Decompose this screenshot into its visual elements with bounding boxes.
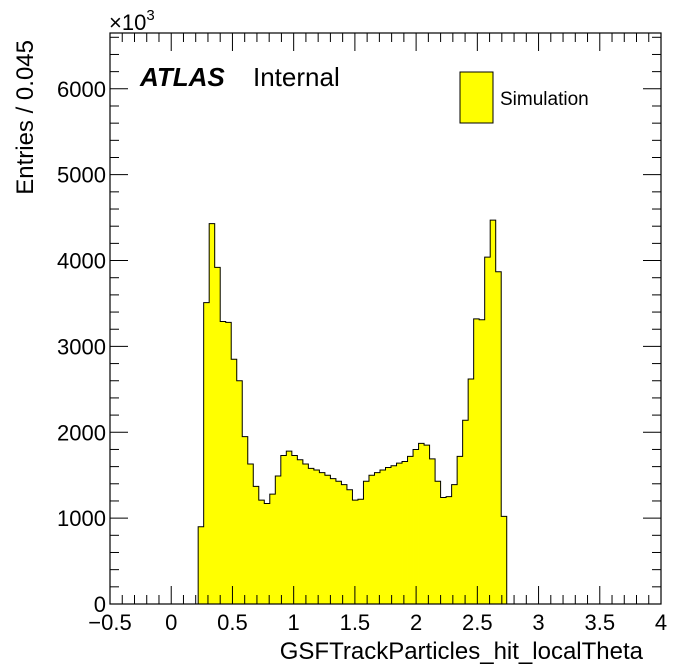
histogram-bin	[457, 456, 464, 604]
y-multiplier: ×103	[109, 7, 155, 35]
y-tick-label: 0	[94, 592, 106, 617]
legend-swatch	[459, 71, 494, 124]
y-tick-label: 6000	[57, 77, 106, 102]
internal-label: Internal	[253, 62, 340, 92]
atlas-label: ATLAS	[139, 62, 225, 92]
histogram-bin	[214, 267, 221, 604]
x-tick-label: 1	[288, 610, 300, 635]
y-tick-label: 1000	[57, 506, 106, 531]
histogram-bin	[501, 516, 508, 604]
histogram-bin	[258, 500, 265, 604]
legend-label: Simulation	[500, 89, 589, 110]
histogram-bin	[198, 526, 205, 604]
histogram-bin	[269, 494, 276, 604]
histogram-bin	[286, 451, 293, 604]
histogram-bin	[385, 467, 392, 604]
histogram-bin	[357, 499, 364, 604]
y-tick-labels: 0 1000 2000 3000 4000 5000 6000	[57, 77, 106, 617]
histogram-bin	[247, 464, 254, 604]
histogram-bin	[280, 455, 287, 604]
x-axis-title: GSFTrackParticles_hit_localTheta	[280, 638, 644, 665]
x-tick-label: 0	[165, 610, 177, 635]
histogram-bin	[440, 497, 447, 604]
histogram-bin	[479, 319, 486, 604]
histogram-bin	[490, 220, 497, 604]
histogram-bin	[220, 321, 227, 604]
x-tick-label: 2	[410, 610, 422, 635]
histogram-bin	[396, 463, 403, 604]
y-tick-label: 3000	[57, 334, 106, 359]
histogram-bin	[209, 223, 216, 604]
y-tick-label: 5000	[57, 163, 106, 188]
histogram-bin	[391, 465, 397, 604]
histogram-bin	[402, 461, 408, 604]
histogram-bin	[363, 481, 370, 604]
histogram-bin	[319, 472, 326, 604]
histogram-bin	[368, 475, 375, 604]
histogram-bin	[374, 472, 381, 604]
histogram-bin	[435, 481, 441, 604]
histogram-bin	[242, 436, 249, 604]
histogram-bin	[495, 271, 502, 604]
histogram-bin	[231, 359, 238, 604]
histogram-outline	[197, 219, 508, 604]
histogram-bin	[379, 470, 386, 604]
histogram-bin	[324, 475, 331, 604]
histogram-bin	[462, 420, 469, 604]
histogram-bin	[424, 445, 430, 604]
histogram-bin	[346, 489, 353, 604]
x-tick-label: 0.5	[217, 610, 248, 635]
x-tick-label: −0.5	[88, 610, 131, 635]
histogram-bin	[341, 484, 348, 604]
histogram-bin	[302, 464, 309, 604]
histogram-bars	[198, 220, 508, 604]
histogram-bin	[429, 458, 436, 604]
histogram-bin	[313, 470, 320, 604]
histogram-bin	[203, 302, 210, 604]
y-multiplier-exponent: 3	[146, 7, 154, 24]
histogram-bin	[308, 468, 315, 604]
x-tick-label: 3	[532, 610, 544, 635]
x-tick-label: 2.5	[462, 610, 493, 635]
histogram-bin	[297, 459, 304, 604]
x-tick-label: 1.5	[340, 610, 371, 635]
histogram-bin	[264, 503, 271, 604]
histogram-bin	[352, 500, 359, 604]
y-tick-label: 2000	[57, 420, 106, 445]
histogram-bin	[407, 456, 414, 604]
y-axis-title: Entries / 0.045	[12, 40, 39, 195]
histogram-bin	[446, 496, 453, 604]
histogram-bin	[225, 322, 232, 604]
histogram-bin	[236, 380, 243, 604]
histogram-bin	[291, 455, 298, 604]
x-tick-labels: −0.5 0 0.5 1 1.5 2 2.5 3 3.5 4	[88, 610, 667, 635]
histogram-bin	[418, 443, 425, 604]
histogram-bin	[330, 478, 337, 604]
histogram-bin	[253, 486, 260, 604]
x-tick-label: 4	[655, 610, 667, 635]
x-tick-label: 3.5	[584, 610, 615, 635]
histogram-bin	[484, 257, 491, 604]
histogram-bin	[473, 318, 480, 604]
histogram-bin	[413, 449, 419, 604]
y-multiplier-base: ×10	[109, 10, 146, 35]
y-tick-label: 4000	[57, 249, 106, 274]
histogram-bin	[468, 379, 475, 604]
plot-frame	[109, 32, 662, 605]
histogram-bin	[275, 476, 282, 604]
histogram-bin	[451, 484, 458, 604]
histogram-bin	[335, 481, 342, 604]
